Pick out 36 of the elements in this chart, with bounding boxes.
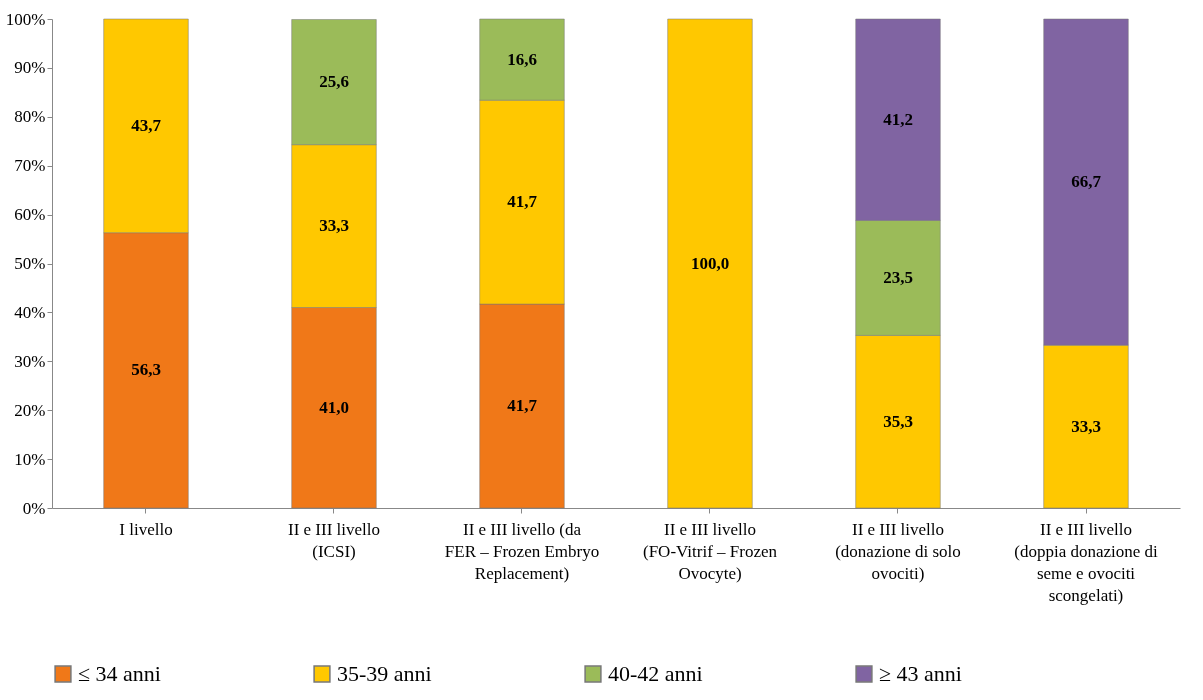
data-label: 43,7 [131,115,162,135]
legend-label: ≤ 34 anni [78,661,161,686]
legend-label: ≥ 43 anni [879,661,962,686]
data-label: 35,3 [883,411,913,431]
y-tick-label: 100% [5,9,46,29]
bar [667,18,753,509]
y-tick-label: 80% [14,107,46,127]
y-tick-label: 10% [14,449,46,469]
x-tick-label: II e III livello (da FER – Frozen Embryo Replacement) [444,519,600,583]
y-tick-label: 70% [14,156,46,176]
data-label: 41,7 [507,396,538,416]
y-tick-label: 50% [14,254,46,273]
y-tick-label: 60% [14,205,46,225]
data-label: 100,0 [690,253,730,273]
x-tick-label: II e III livello (doppia donazione di seme e ovociti scongelati) [1014,519,1159,605]
y-tick-label: 40% [14,302,46,322]
x-tick-label: II e III livello (FO-Vitrif – Frozen Ovocyte) [642,519,778,583]
x-tick-label: I livello [119,519,173,539]
data-label: 66,7 [1071,172,1102,192]
y-tick-label: 20% [14,400,46,420]
data-label: 56,3 [131,360,161,380]
x-tick-label: II e III livello (ICSI) [287,519,381,561]
data-label: 23,5 [883,267,913,287]
y-tick-label: 0% [22,498,46,518]
legend-label: 35-39 anni [337,661,432,686]
y-tick-label: 90% [14,58,46,78]
data-label: 41,7 [507,192,538,212]
data-label: 41,2 [883,109,913,129]
data-label: 33,3 [1071,416,1101,436]
data-label: 25,6 [319,72,349,92]
y-tick-label: 30% [14,351,46,371]
data-label: 16,6 [507,49,537,69]
legend-label: 40-42 anni [608,661,703,686]
data-label: 41,0 [319,397,349,417]
data-label: 33,3 [319,216,349,236]
x-tick-label: II e III livello (donazione di solo ovociti) [835,519,961,583]
